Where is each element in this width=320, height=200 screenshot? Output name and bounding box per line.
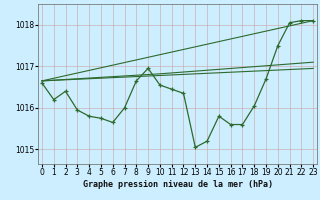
X-axis label: Graphe pression niveau de la mer (hPa): Graphe pression niveau de la mer (hPa) [83,180,273,189]
